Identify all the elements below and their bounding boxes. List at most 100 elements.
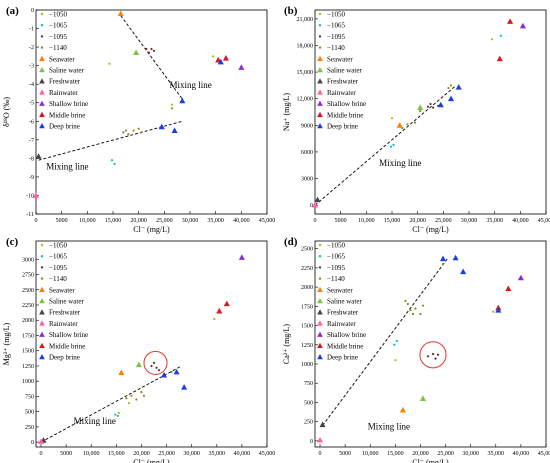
x-tick-label: 45,000 (538, 218, 550, 224)
data-point (394, 359, 397, 362)
legend-item-seawater: Seawater (317, 286, 353, 294)
x-tick-label: 5000 (60, 451, 72, 457)
legend-item-freshwater: Freshwater (317, 309, 359, 317)
y-tick-label: -3 (29, 64, 34, 70)
legend-item-middle-brine: Middle brine (39, 111, 85, 119)
data-point (507, 18, 514, 24)
y-tick-label: 500 (304, 400, 313, 406)
mixing-line (314, 85, 457, 206)
mixing-line-label: Mixing line (74, 416, 116, 426)
data-point (222, 55, 229, 61)
data-point (319, 421, 326, 428)
y-tick-label: -7 (29, 138, 34, 144)
series-minus-1065 (114, 413, 119, 418)
series-shallow-brine (238, 64, 245, 70)
data-point (147, 51, 151, 54)
data-point (170, 107, 174, 110)
y-tick-label: 2250 (22, 303, 34, 309)
data-point (140, 391, 143, 394)
legend: −1050 −1065 −1095 −1140 Seawater Saline water… (317, 11, 366, 131)
data-point (124, 129, 127, 132)
data-point (127, 133, 130, 136)
legend-item-minus-1095: −1095 (318, 33, 345, 41)
data-point (505, 285, 512, 292)
data-point (392, 143, 395, 146)
data-point (492, 310, 495, 313)
legend-label: Shallow brine (327, 331, 366, 339)
data-point (393, 343, 396, 346)
legend-marker (40, 266, 44, 269)
x-tick-label: 20,000 (409, 218, 426, 224)
x-tick-label: 40,000 (233, 218, 250, 224)
legend-item-minus-1065: −1065 (40, 22, 67, 30)
y-tick-label: 750 (25, 394, 34, 400)
legend-item-shallow-brine: Shallow brine (39, 100, 88, 108)
data-point (460, 268, 467, 275)
data-point (152, 49, 156, 52)
legend-label: Middle brine (49, 111, 85, 119)
legend-marker (317, 286, 323, 293)
data-point (238, 254, 245, 260)
y-tick-label: 3000 (22, 257, 34, 263)
data-point (431, 106, 435, 109)
legend-item-minus-1140: −1140 (318, 44, 345, 52)
data-point (396, 122, 403, 128)
x-tick-label: 0 (35, 218, 38, 224)
legend-label: Rainwater (49, 89, 78, 97)
legend-marker (39, 298, 45, 304)
x-tick-label: 25,000 (435, 218, 452, 224)
legend-item-shallow-brine: Shallow brine (317, 331, 366, 339)
data-point (426, 355, 430, 358)
legend-marker (318, 243, 322, 247)
data-point (145, 47, 148, 51)
legend-item-saline-water: Saline water (39, 298, 84, 306)
legend-marker (317, 309, 323, 315)
y-tick-label: 250 (304, 420, 313, 426)
legend-marker (318, 255, 322, 258)
x-axis-title: Cl⁻ (mg/L) (412, 225, 449, 234)
legend-item-rainwater: Rainwater (317, 89, 356, 97)
data-point (125, 397, 128, 400)
y-tick-label: 0 (31, 8, 34, 14)
mixing-line-label: Mixing line (368, 421, 410, 431)
series-minus-1050 (394, 310, 495, 362)
series-freshwater (35, 153, 42, 159)
data-point (431, 352, 435, 356)
series-seawater (118, 369, 125, 376)
y-axis-title: Mg²⁺ (mg/L) (2, 322, 11, 365)
series-seawater (396, 122, 403, 128)
mixing-line-label: Mixing line (46, 161, 88, 171)
legend-marker (39, 123, 45, 129)
data-point (414, 121, 417, 124)
series-minus-1095 (426, 102, 440, 109)
y-tick-label: 2750 (22, 273, 34, 279)
legend-label: Saline water (49, 67, 84, 75)
series-deep-brine (158, 58, 224, 133)
data-point (127, 402, 131, 405)
data-point (316, 436, 324, 443)
data-point (414, 307, 417, 310)
y-tick-label: 1250 (22, 364, 34, 370)
legend-item-minus-1095: −1095 (318, 264, 345, 272)
series-rainwater (311, 201, 319, 208)
panel-letter: (d) (284, 236, 298, 248)
panel-b: 0 5000 10,000 15,000 20,000 25,000 30,000 35,00… (282, 5, 550, 234)
legend-label: −1050 (49, 242, 67, 250)
y-tick-label: 2500 (301, 247, 313, 253)
series-middle-brine (496, 18, 514, 62)
legend-label: −1140 (49, 275, 67, 283)
series-seawater (399, 406, 406, 413)
y-tick-label: 2250 (301, 266, 313, 272)
legend-label: Middle brine (327, 342, 363, 350)
legend-item-deep-brine: Deep brine (39, 123, 80, 131)
y-tick-label: 1500 (301, 324, 313, 330)
legend-marker (39, 286, 45, 293)
data-point (150, 47, 153, 51)
legend-item-freshwater: Freshwater (39, 309, 81, 317)
data-point (152, 361, 156, 364)
y-tick-label: 6000 (301, 150, 313, 156)
data-point (171, 127, 178, 133)
y-tick-label: 2000 (22, 318, 34, 324)
legend-label: Deep brine (327, 354, 358, 362)
